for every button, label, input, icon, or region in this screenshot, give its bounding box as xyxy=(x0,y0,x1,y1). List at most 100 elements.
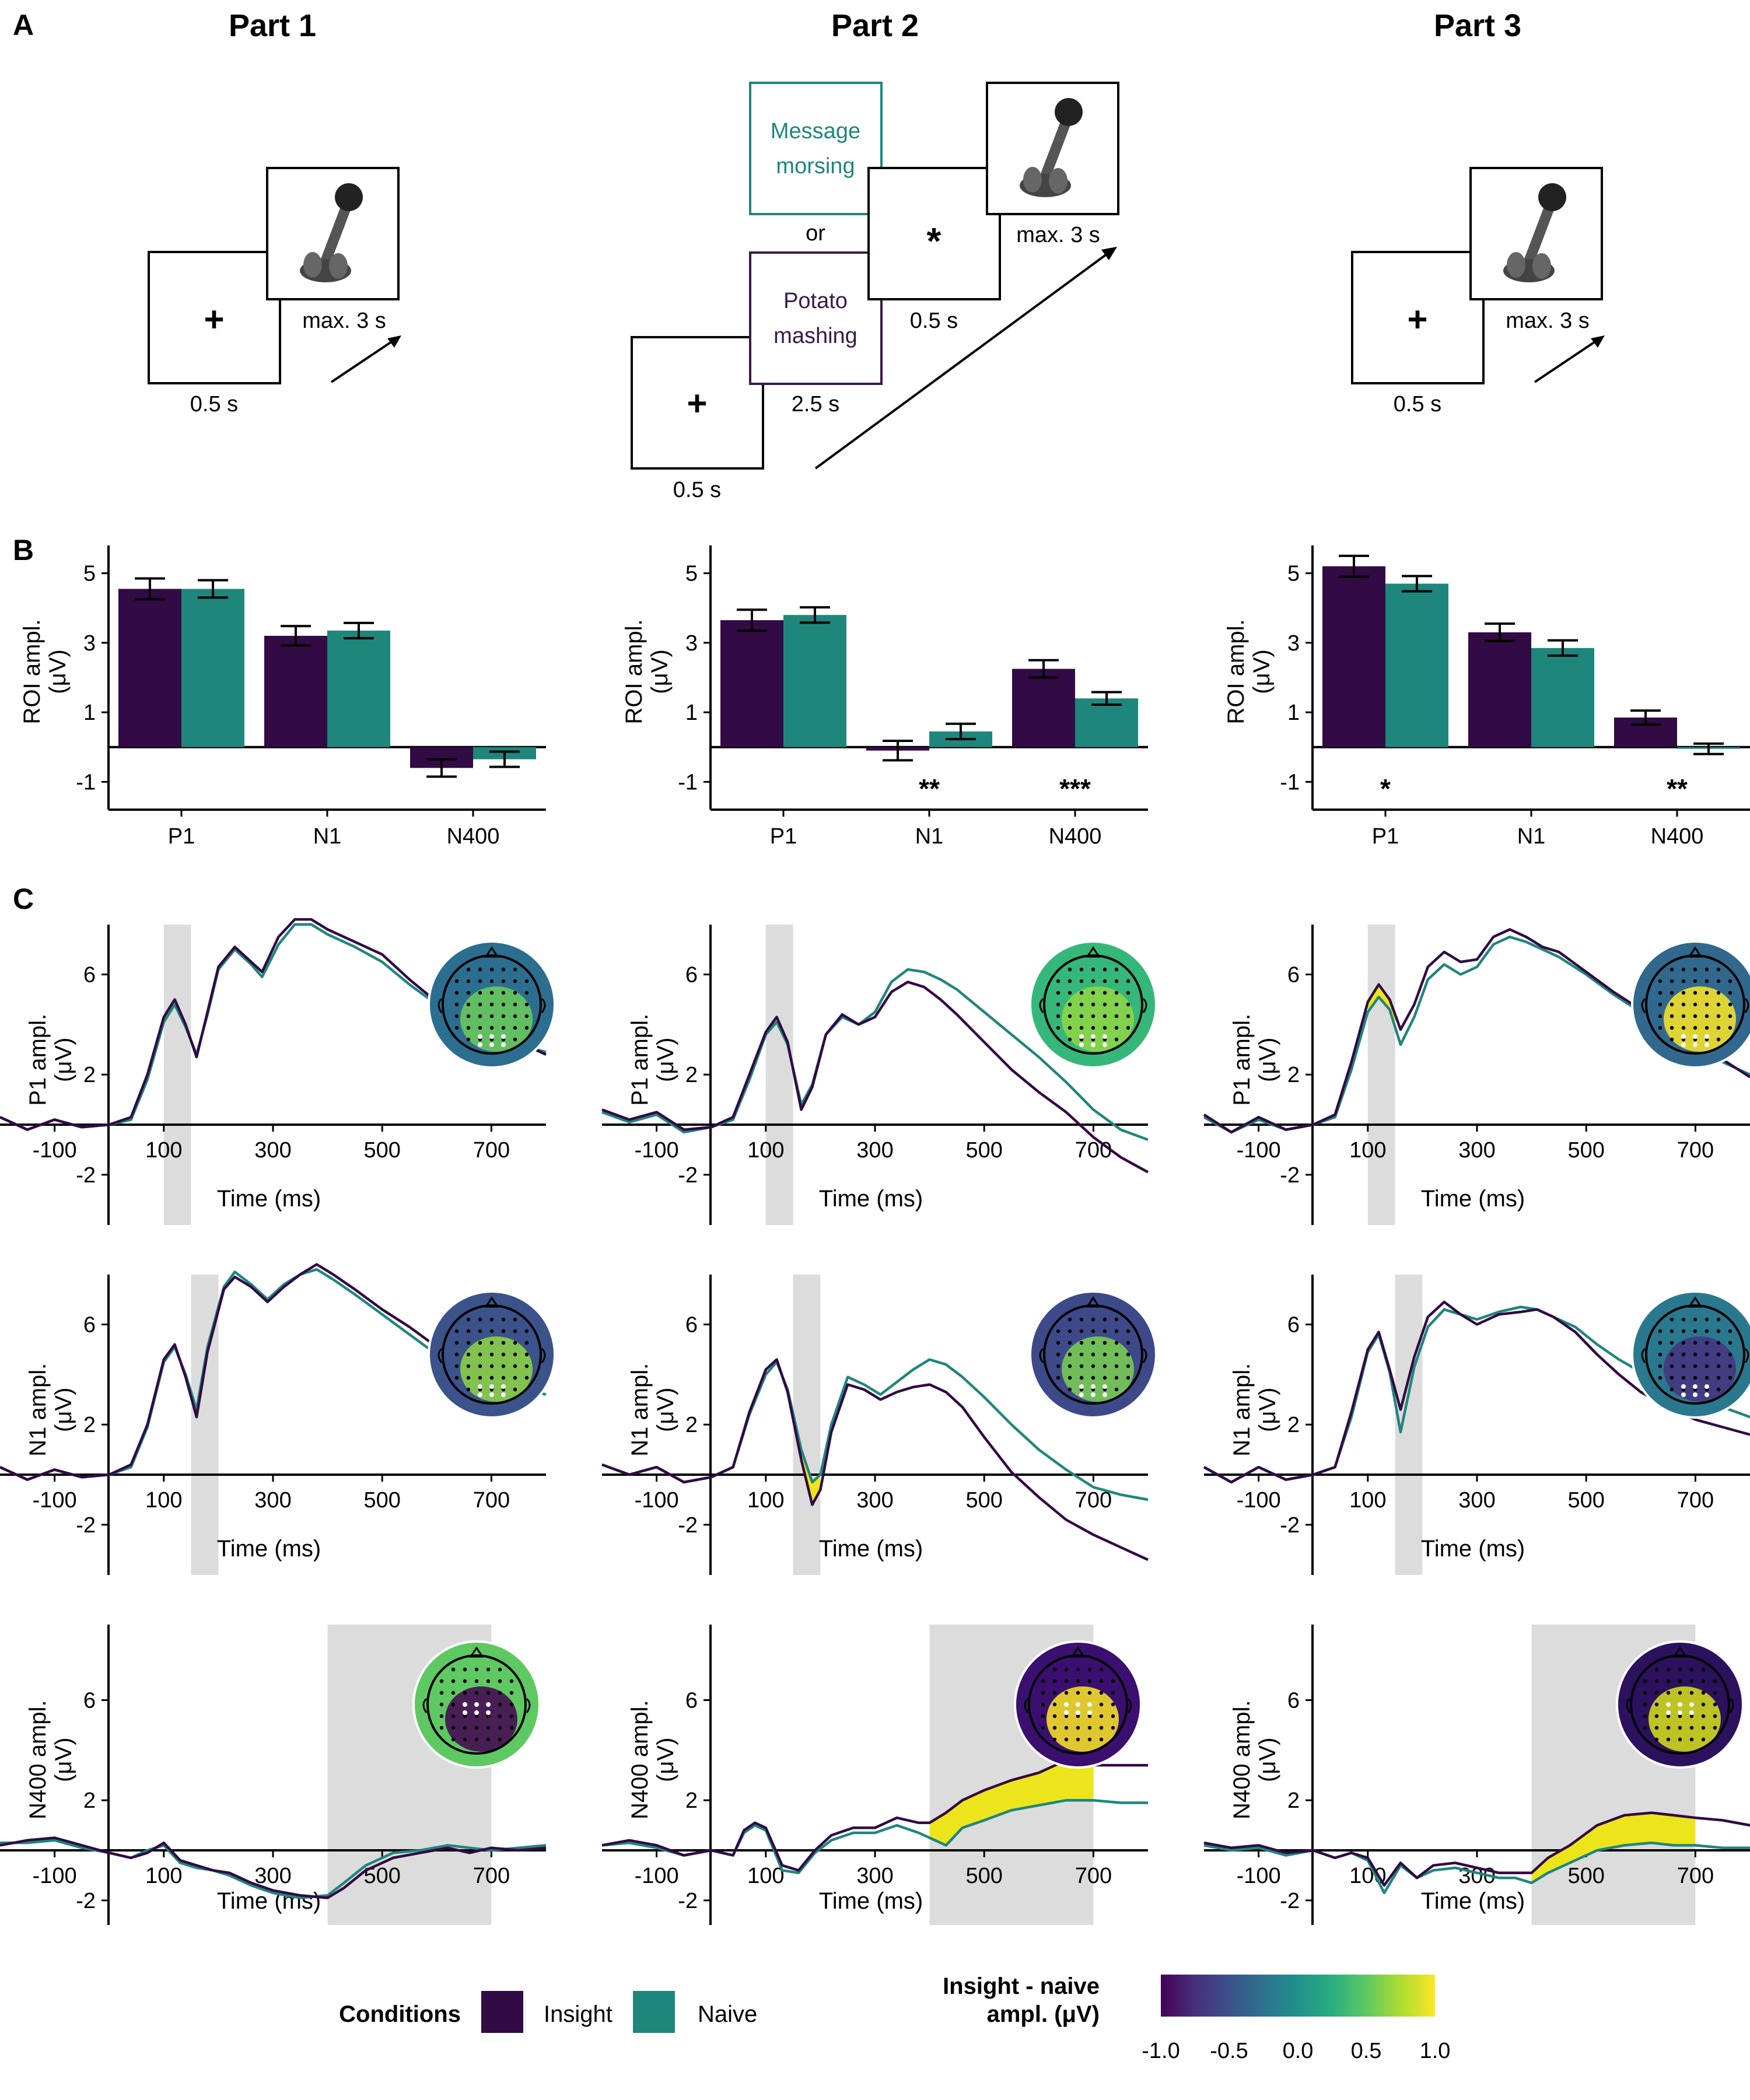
bar-naive-n1 xyxy=(327,631,390,747)
electrode xyxy=(451,1690,456,1695)
electrode xyxy=(498,1667,502,1672)
fixation-duration: 0.5 s xyxy=(190,392,238,416)
electrode xyxy=(1716,1364,1721,1368)
x-tick-label: 500 xyxy=(965,1864,1002,1888)
y-axis-title-line-2: (μV) xyxy=(51,1038,76,1082)
electrode xyxy=(1068,1037,1072,1042)
electrode xyxy=(1666,1714,1671,1718)
electrode xyxy=(1068,979,1072,984)
electrode xyxy=(509,1726,514,1730)
x-tick-label: 500 xyxy=(1567,1864,1604,1888)
y-tick-label: -2 xyxy=(1280,1513,1300,1538)
roi-electrode xyxy=(1102,1042,1107,1047)
bar-naive-p1 xyxy=(783,615,846,747)
electrode xyxy=(1079,1002,1084,1007)
electrode xyxy=(1693,1026,1698,1030)
electrode xyxy=(1701,1726,1706,1730)
electrode xyxy=(1111,1726,1115,1730)
x-tick-label: -100 xyxy=(1237,1138,1281,1163)
y-tick-label: 1 xyxy=(685,701,698,725)
electrode xyxy=(509,1679,514,1684)
x-tick-label: -100 xyxy=(33,1488,77,1513)
roi-electrode xyxy=(478,1384,482,1389)
electrode xyxy=(1064,1679,1069,1684)
electrode xyxy=(1701,1714,1706,1718)
roi-electrode xyxy=(489,1384,494,1389)
electrode xyxy=(1689,1737,1694,1742)
electrode xyxy=(1091,1026,1096,1030)
nose xyxy=(1086,946,1101,958)
waveform-insight xyxy=(1203,1300,1750,1484)
electrode xyxy=(1068,1364,1072,1368)
electrode xyxy=(1079,1317,1084,1322)
trial-diagram-part-2: + 0.5 s Potato mashing or Message morsin… xyxy=(631,82,1119,502)
y-axis-title: N1 ampl. (μV) xyxy=(627,1363,678,1457)
electrode xyxy=(1068,1376,1072,1380)
electrode xyxy=(1689,1667,1694,1672)
error-bar-insight-n400 xyxy=(1028,659,1059,679)
electrode xyxy=(524,991,529,995)
electrode xyxy=(1091,1364,1096,1368)
electrode xyxy=(1658,1364,1662,1368)
electrode xyxy=(466,1352,471,1357)
electrode xyxy=(1056,1352,1060,1357)
x-tick-label: 700 xyxy=(1677,1138,1714,1163)
y-tick-label: 2 xyxy=(685,1413,698,1437)
electrode xyxy=(1079,1340,1084,1345)
y-axis-title-line-1: N400 ampl. xyxy=(627,1700,653,1819)
electrode xyxy=(1681,1364,1686,1368)
electrode xyxy=(501,1364,506,1368)
error-bar-insight-n400 xyxy=(1630,709,1661,726)
bar-insight-n400 xyxy=(1012,668,1075,747)
colorbar-tick: 1.0 xyxy=(1420,2039,1451,2063)
fixation-screen xyxy=(148,251,281,384)
electrode xyxy=(501,1329,506,1334)
electrode xyxy=(1666,1667,1671,1672)
electrode xyxy=(1102,1026,1107,1030)
time-window xyxy=(793,1275,821,1575)
electrode xyxy=(1114,1037,1119,1042)
electrode xyxy=(1114,1352,1119,1357)
error-bar-naive-p1 xyxy=(1402,575,1432,593)
electrode xyxy=(1052,1737,1057,1742)
electrode xyxy=(1111,1714,1115,1718)
roi-bar-chart-part-3: -1 1 3 5 ROI ampl. (μV) P1 * N1 N400 ** xyxy=(1223,545,1750,849)
electrode xyxy=(513,1014,517,1019)
electrode xyxy=(1713,1714,1717,1718)
electrode xyxy=(1658,1329,1662,1334)
roi-electrode xyxy=(1704,1392,1709,1397)
electrode xyxy=(1114,1317,1119,1322)
electrode xyxy=(1704,1317,1709,1322)
electrode xyxy=(1728,991,1732,995)
bar-insight-p1 xyxy=(118,589,181,747)
error-bar-naive-p1 xyxy=(800,606,830,624)
electrode xyxy=(1126,1352,1130,1357)
electrode xyxy=(1041,1726,1045,1730)
roi-electrode xyxy=(1666,1702,1671,1707)
y-axis-title: N400 ampl. (μV) xyxy=(25,1700,76,1819)
y-axis-title-line-1: N1 ampl. xyxy=(627,1363,653,1457)
electrode xyxy=(1126,1364,1130,1368)
waveform-insight xyxy=(601,1759,1148,1872)
electrode xyxy=(466,1037,471,1042)
x-tick-label: P1 xyxy=(1372,824,1399,849)
bar-insight-p1 xyxy=(1322,566,1385,747)
error-bar-naive-p1 xyxy=(198,579,228,599)
electrode xyxy=(1068,1014,1072,1019)
part-title-2: Part 2 xyxy=(831,8,919,43)
roi-electrode xyxy=(1102,1384,1107,1389)
electrode xyxy=(1099,1690,1104,1695)
panel-label-a: A xyxy=(13,9,34,41)
difference-highlight xyxy=(1531,1812,1696,1883)
electrode xyxy=(1056,1376,1060,1380)
electrode xyxy=(466,1340,471,1345)
error-bar-insight-p1 xyxy=(737,608,767,632)
roi-electrode xyxy=(1091,1392,1096,1397)
electrode xyxy=(451,1667,456,1672)
left-ear xyxy=(1039,1348,1044,1363)
electrode xyxy=(501,1014,506,1019)
left-ear xyxy=(438,1348,443,1363)
roi-electrode xyxy=(1091,1042,1096,1047)
